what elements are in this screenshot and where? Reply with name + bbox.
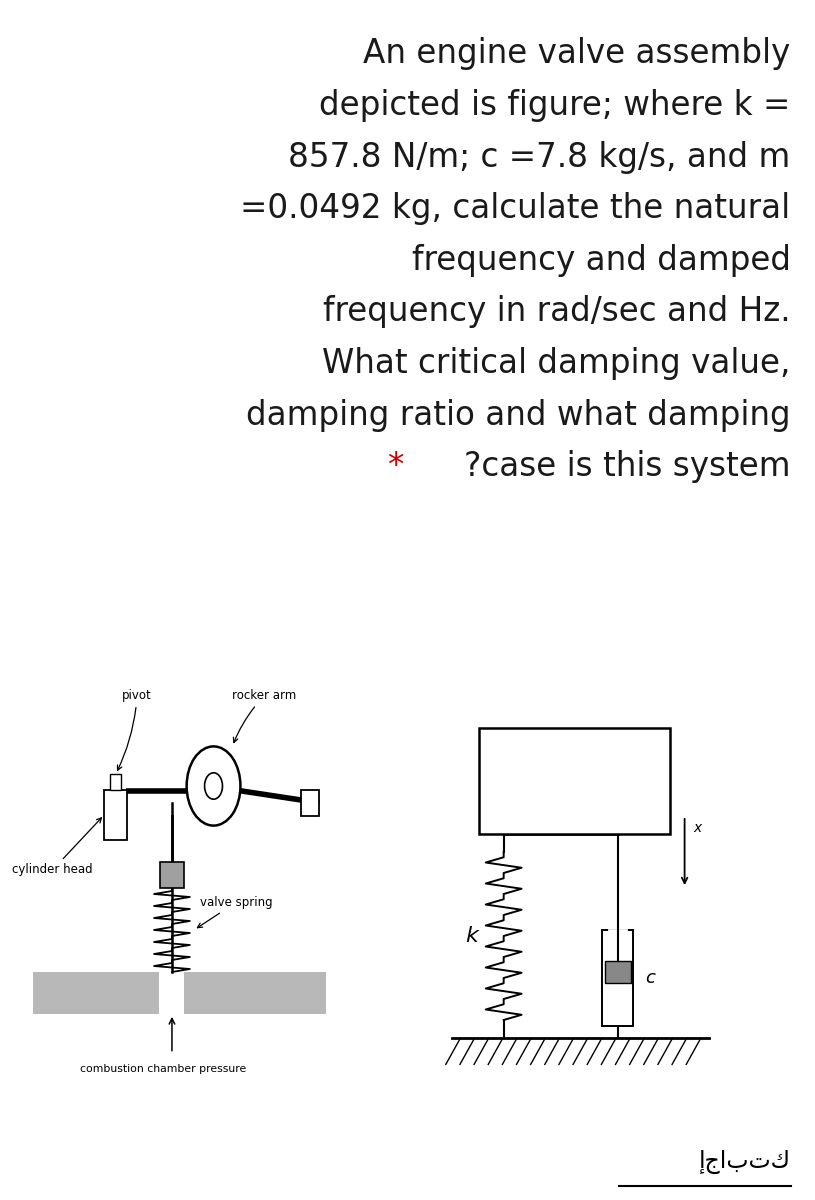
Text: إجابتك: إجابتك	[698, 1150, 791, 1174]
Bar	[602, 930, 633, 1026]
Circle shape	[187, 746, 240, 826]
Bar	[301, 790, 319, 816]
Text: $m$: $m$	[561, 767, 588, 796]
Text: =0.0492 kg, calculate the natural: =0.0492 kg, calculate the natural	[240, 192, 791, 226]
Bar	[605, 961, 631, 983]
Text: valve spring: valve spring	[197, 896, 272, 928]
Bar	[479, 728, 670, 834]
Text: depicted is figure; where k =: depicted is figure; where k =	[319, 89, 791, 122]
Text: cylinder head: cylinder head	[12, 818, 101, 876]
Text: frequency in rad/sec and Hz.: frequency in rad/sec and Hz.	[323, 295, 791, 329]
Bar	[33, 972, 159, 1014]
Text: combustion chamber pressure: combustion chamber pressure	[80, 1064, 246, 1074]
Text: rocker arm: rocker arm	[232, 689, 297, 743]
Bar	[110, 774, 121, 790]
Text: An engine valve assembly: An engine valve assembly	[363, 37, 791, 71]
Text: damping ratio and what damping: damping ratio and what damping	[246, 398, 791, 432]
Text: $c$: $c$	[645, 970, 657, 986]
Text: frequency and damped: frequency and damped	[412, 244, 791, 277]
Text: $k$: $k$	[465, 926, 481, 946]
Bar	[183, 972, 326, 1014]
Text: 857.8 N/m; c =7.8 kg/s, and m: 857.8 N/m; c =7.8 kg/s, and m	[289, 140, 791, 174]
Bar	[160, 972, 184, 1014]
Text: $x$: $x$	[693, 821, 703, 835]
Bar	[104, 790, 127, 840]
Text: ?case is this system: ?case is this system	[464, 450, 791, 484]
Text: pivot: pivot	[117, 689, 152, 770]
Text: *: *	[387, 450, 403, 484]
Bar	[160, 862, 184, 888]
Circle shape	[205, 773, 222, 799]
Text: What critical damping value,: What critical damping value,	[322, 347, 791, 380]
